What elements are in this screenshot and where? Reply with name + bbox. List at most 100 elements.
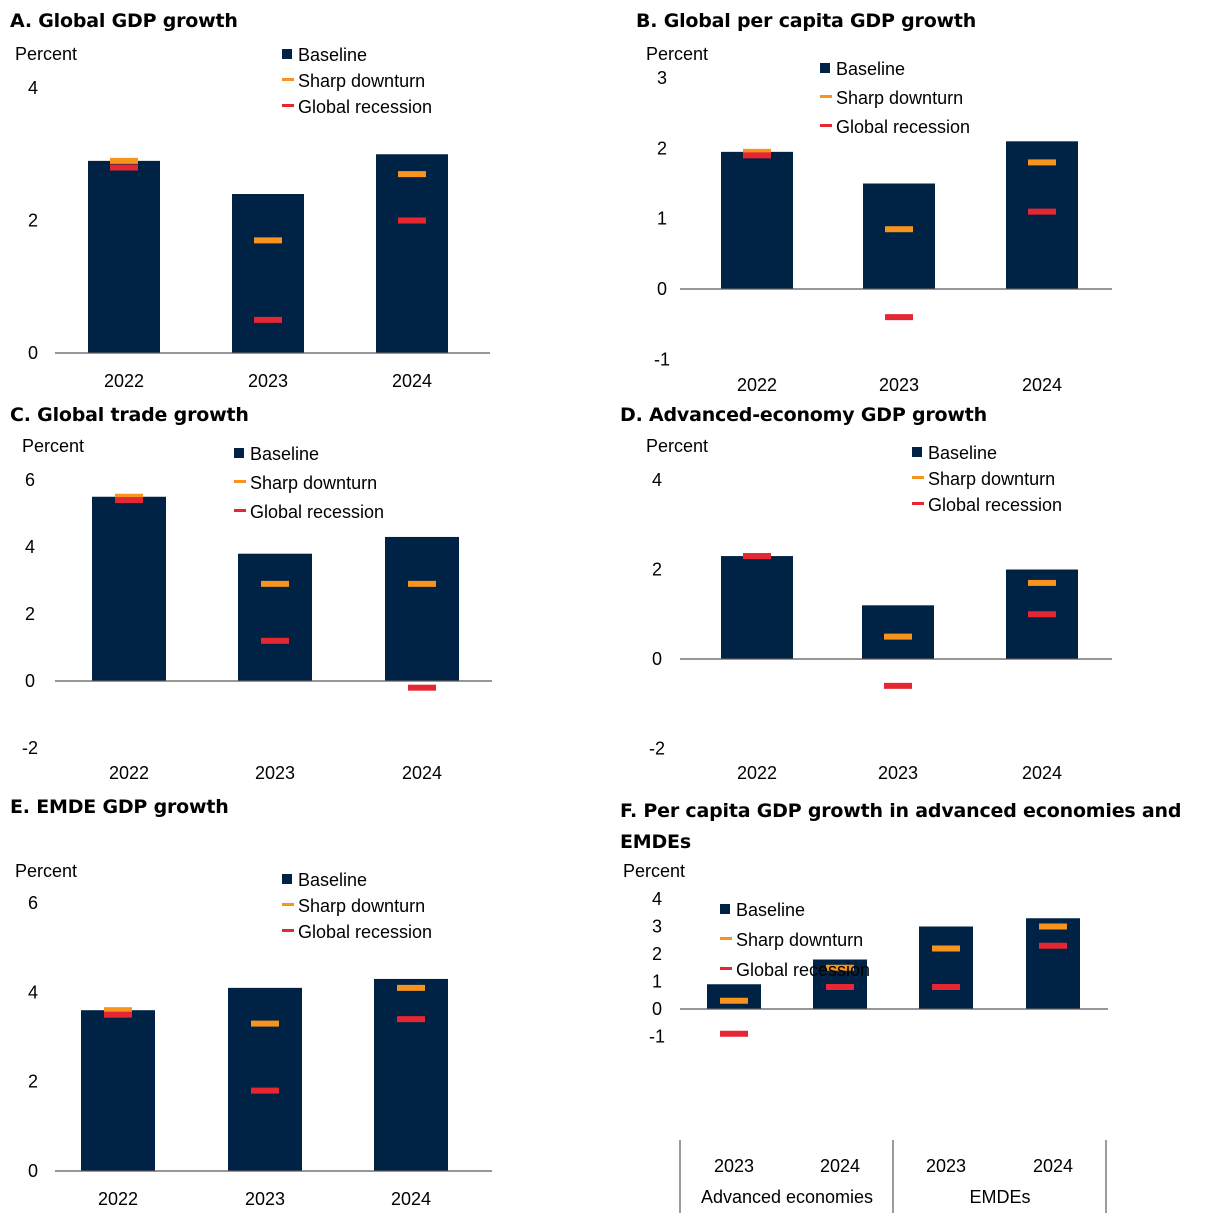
- panel-d-legend-swatch-baseline: [912, 447, 922, 457]
- panel-f-marker-sharp-downturn: [932, 945, 960, 952]
- panel-e-title: E. EMDE GDP growth: [10, 796, 229, 818]
- panel-f-legend-label-sharp-downturn: Sharp downturn: [736, 930, 863, 950]
- panel-c-bar: [385, 536, 459, 681]
- panel-a-legend-label-global-recession: Global recession: [298, 97, 432, 117]
- panel-d-ytick-label: 2: [652, 560, 662, 580]
- panel-e-legend-swatch-sharp-downturn: [282, 903, 294, 906]
- panel-a-bar: [376, 154, 448, 353]
- panel-c-legend-swatch-global-recession: [234, 509, 246, 512]
- panel-e-legend-swatch-global-recession: [282, 929, 294, 932]
- panel-e-ytick-label: 4: [28, 982, 38, 1002]
- panel-a-ylabel: Percent: [15, 44, 77, 64]
- panel-d-marker-sharp-downturn: [1028, 579, 1056, 586]
- panel-d-marker-global-recession: [1028, 611, 1056, 618]
- panel-d-title: D. Advanced-economy GDP growth: [620, 404, 987, 426]
- panel-c-ytick-label: 4: [25, 537, 35, 557]
- panel-e-category-label: 2022: [98, 1189, 138, 1209]
- panel-a-category-label: 2022: [104, 371, 144, 391]
- panel-f-ytick-label: 3: [652, 917, 662, 937]
- panel-b-title: B. Global per capita GDP growth: [636, 10, 977, 32]
- panel-c-ytick-label: 0: [25, 671, 35, 691]
- panel-f-marker-global-recession: [932, 984, 960, 990]
- panel-c-ytick-label: -2: [22, 738, 38, 758]
- panel-a-marker-global-recession: [398, 217, 426, 224]
- panel-c-legend-label-sharp-downturn: Sharp downturn: [250, 473, 377, 493]
- panel-b-marker-sharp-downturn: [885, 226, 913, 233]
- panel-f-group-label: EMDEs: [969, 1187, 1030, 1207]
- panel-c-category-label: 2022: [109, 763, 149, 783]
- panel-a-ytick-label: 0: [28, 343, 38, 363]
- panel-a-legend-swatch-sharp-downturn: [282, 78, 294, 81]
- panel-c-legend-swatch-sharp-downturn: [234, 480, 246, 483]
- panel-b-legend-swatch-baseline: [820, 63, 830, 73]
- panel-b-ytick-label: 1: [657, 209, 667, 229]
- panel-a-ytick-label: 4: [28, 78, 38, 98]
- panel-d-legend-swatch-global-recession: [912, 502, 924, 505]
- panel-b-bar: [721, 151, 793, 289]
- panel-d-marker-global-recession: [743, 553, 771, 560]
- panel-b-ytick-label: -1: [654, 349, 670, 369]
- panel-f-bar: [707, 984, 761, 1009]
- panel-a-marker-sharp-downturn: [110, 157, 138, 164]
- panel-a-marker-global-recession: [254, 316, 282, 323]
- panel-c-marker-sharp-downturn: [408, 580, 436, 587]
- panel-d-category-label: 2024: [1022, 763, 1062, 783]
- panel-d-legend-label-global-recession: Global recession: [928, 495, 1062, 515]
- panel-f-category-label: 2024: [1033, 1156, 1073, 1176]
- panel-b-marker-sharp-downturn: [1028, 159, 1056, 166]
- panel-b-marker-sharp-downturn: [743, 148, 771, 155]
- panel-f-marker-global-recession: [1039, 942, 1067, 949]
- panel-f-category-label: 2024: [820, 1156, 860, 1176]
- panel-f-bar: [919, 926, 973, 1009]
- panel-d-marker-sharp-downturn: [884, 633, 912, 640]
- panel-b-ylabel: Percent: [646, 44, 708, 64]
- panel-f-group-label: Advanced economies: [701, 1187, 873, 1207]
- panel-c-title: C. Global trade growth: [10, 404, 249, 426]
- panel-a-legend-label-sharp-downturn: Sharp downturn: [298, 71, 425, 91]
- panel-c-legend-swatch-baseline: [234, 448, 244, 458]
- panel-e-legend-label-sharp-downturn: Sharp downturn: [298, 896, 425, 916]
- panel-c-bar: [92, 496, 166, 681]
- panel-b-category-label: 2024: [1022, 375, 1062, 395]
- panel-e-marker-global-recession: [251, 1087, 279, 1094]
- panel-e-category-label: 2024: [391, 1189, 431, 1209]
- panel-c-legend-label-baseline: Baseline: [250, 444, 319, 464]
- panel-b-legend-label-sharp-downturn: Sharp downturn: [836, 88, 963, 108]
- panel-a-marker-global-recession: [110, 164, 138, 171]
- panel-c-ytick-label: 2: [25, 604, 35, 624]
- panel-f-marker-global-recession: [720, 1030, 748, 1037]
- panel-d-ytick-label: 0: [652, 649, 662, 669]
- panel-b-bar: [863, 183, 935, 289]
- panel-f-ylabel: Percent: [623, 861, 685, 881]
- panel-c-category-label: 2023: [255, 763, 295, 783]
- panel-d-bar: [721, 556, 793, 659]
- panel-e-marker-global-recession: [397, 1016, 425, 1023]
- panel-e-marker-global-recession: [104, 1011, 132, 1018]
- panel-c-legend-label-global-recession: Global recession: [250, 502, 384, 522]
- panel-a-bar: [88, 160, 160, 353]
- panel-f-legend-swatch-global-recession: [720, 967, 732, 970]
- panel-b-ytick-label: 0: [657, 279, 667, 299]
- panel-f-ytick-label: 2: [652, 944, 662, 964]
- panel-b-category-label: 2023: [879, 375, 919, 395]
- panel-a-legend-label-baseline: Baseline: [298, 45, 367, 65]
- panel-b-category-label: 2022: [737, 375, 777, 395]
- panel-d-legend-label-baseline: Baseline: [928, 443, 997, 463]
- panel-b-ytick-label: 2: [657, 138, 667, 158]
- panel-d-legend-label-sharp-downturn: Sharp downturn: [928, 469, 1055, 489]
- panel-a-marker-sharp-downturn: [254, 237, 282, 244]
- panel-e-marker-sharp-downturn: [251, 1020, 279, 1027]
- panel-a-bar: [232, 194, 304, 353]
- panel-f-legend-label-baseline: Baseline: [736, 900, 805, 920]
- panel-d-ytick-label: -2: [649, 739, 665, 759]
- panel-b-bar: [1006, 141, 1078, 289]
- panel-d-category-label: 2023: [878, 763, 918, 783]
- panel-e-marker-sharp-downturn: [104, 1007, 132, 1014]
- panel-e-legend-swatch-baseline: [282, 874, 292, 884]
- panel-e-bar: [374, 978, 448, 1171]
- panel-e-ytick-label: 6: [28, 893, 38, 913]
- panel-e-ytick-label: 0: [28, 1161, 38, 1181]
- panel-d-marker-global-recession: [884, 682, 912, 689]
- panel-e-legend-label-baseline: Baseline: [298, 870, 367, 890]
